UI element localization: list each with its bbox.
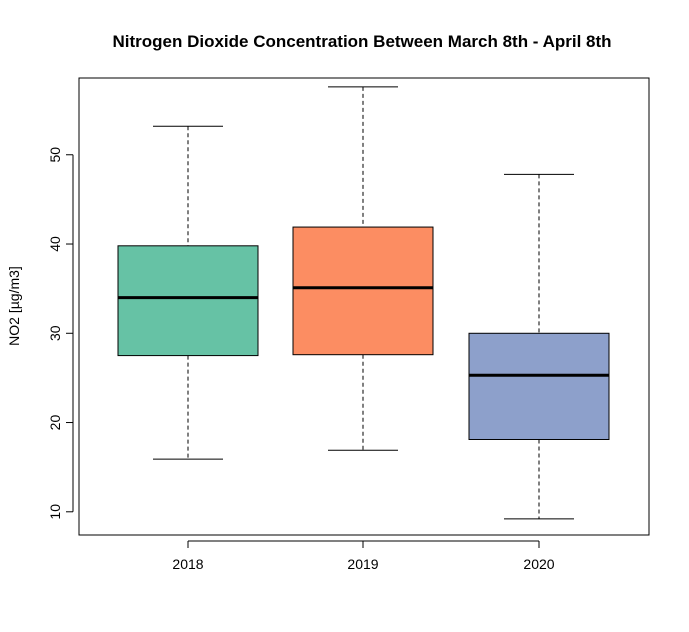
chart-title: Nitrogen Dioxide Concentration Between M… (112, 32, 611, 51)
y-tick-label-20: 20 (47, 415, 63, 431)
plot-frame (78, 77, 650, 536)
y-tick-label-50: 50 (47, 147, 63, 163)
x-axis: 2018 2019 2020 (172, 540, 555, 572)
y-axis-label: NO2 [µg/m3] (6, 266, 22, 346)
y-axis: 10 20 30 40 50 (47, 147, 74, 520)
y-tick-label-30: 30 (47, 325, 63, 341)
x-tick-label-2020: 2020 (523, 556, 554, 572)
x-tick-label-2018: 2018 (172, 556, 203, 572)
x-tick-label-2019: 2019 (347, 556, 378, 572)
y-tick-label-10: 10 (47, 504, 63, 520)
box-2018 (117, 245, 259, 357)
box-2019 (292, 226, 434, 356)
box-2020 (468, 332, 610, 440)
y-tick-label-40: 40 (47, 236, 63, 252)
boxes-layer (117, 86, 610, 520)
